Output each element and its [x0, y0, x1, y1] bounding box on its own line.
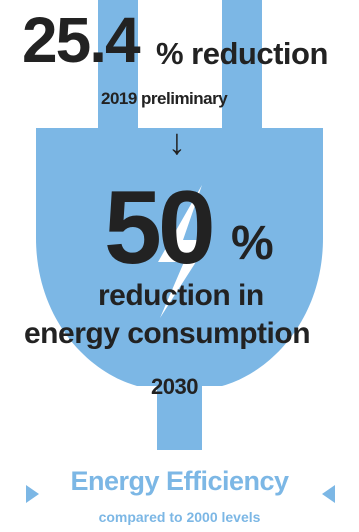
current-reduction-year: 2019 preliminary: [101, 89, 228, 108]
target-year: 2030: [151, 374, 198, 399]
lightning-bolt-icon: [158, 185, 210, 318]
target-reduction-value: 50: [104, 170, 216, 286]
target-description-line1: reduction in: [98, 279, 264, 312]
plug-prong-left: [98, 0, 138, 150]
plug-cord: [157, 380, 202, 450]
current-reduction-value: 25.4: [22, 4, 141, 76]
current-reduction-label: % reduction: [156, 36, 328, 71]
down-arrow-icon: ↓: [168, 121, 186, 162]
triangle-right-icon: [26, 485, 39, 503]
footer-subtitle: compared to 2000 levels: [98, 509, 261, 525]
footer-title: Energy Efficiency: [70, 466, 289, 496]
target-description-line2: energy consumption: [24, 317, 311, 350]
plug-prong-right: [222, 0, 262, 150]
triangle-left-icon: [322, 485, 335, 503]
target-percent-sign: %: [231, 217, 274, 270]
